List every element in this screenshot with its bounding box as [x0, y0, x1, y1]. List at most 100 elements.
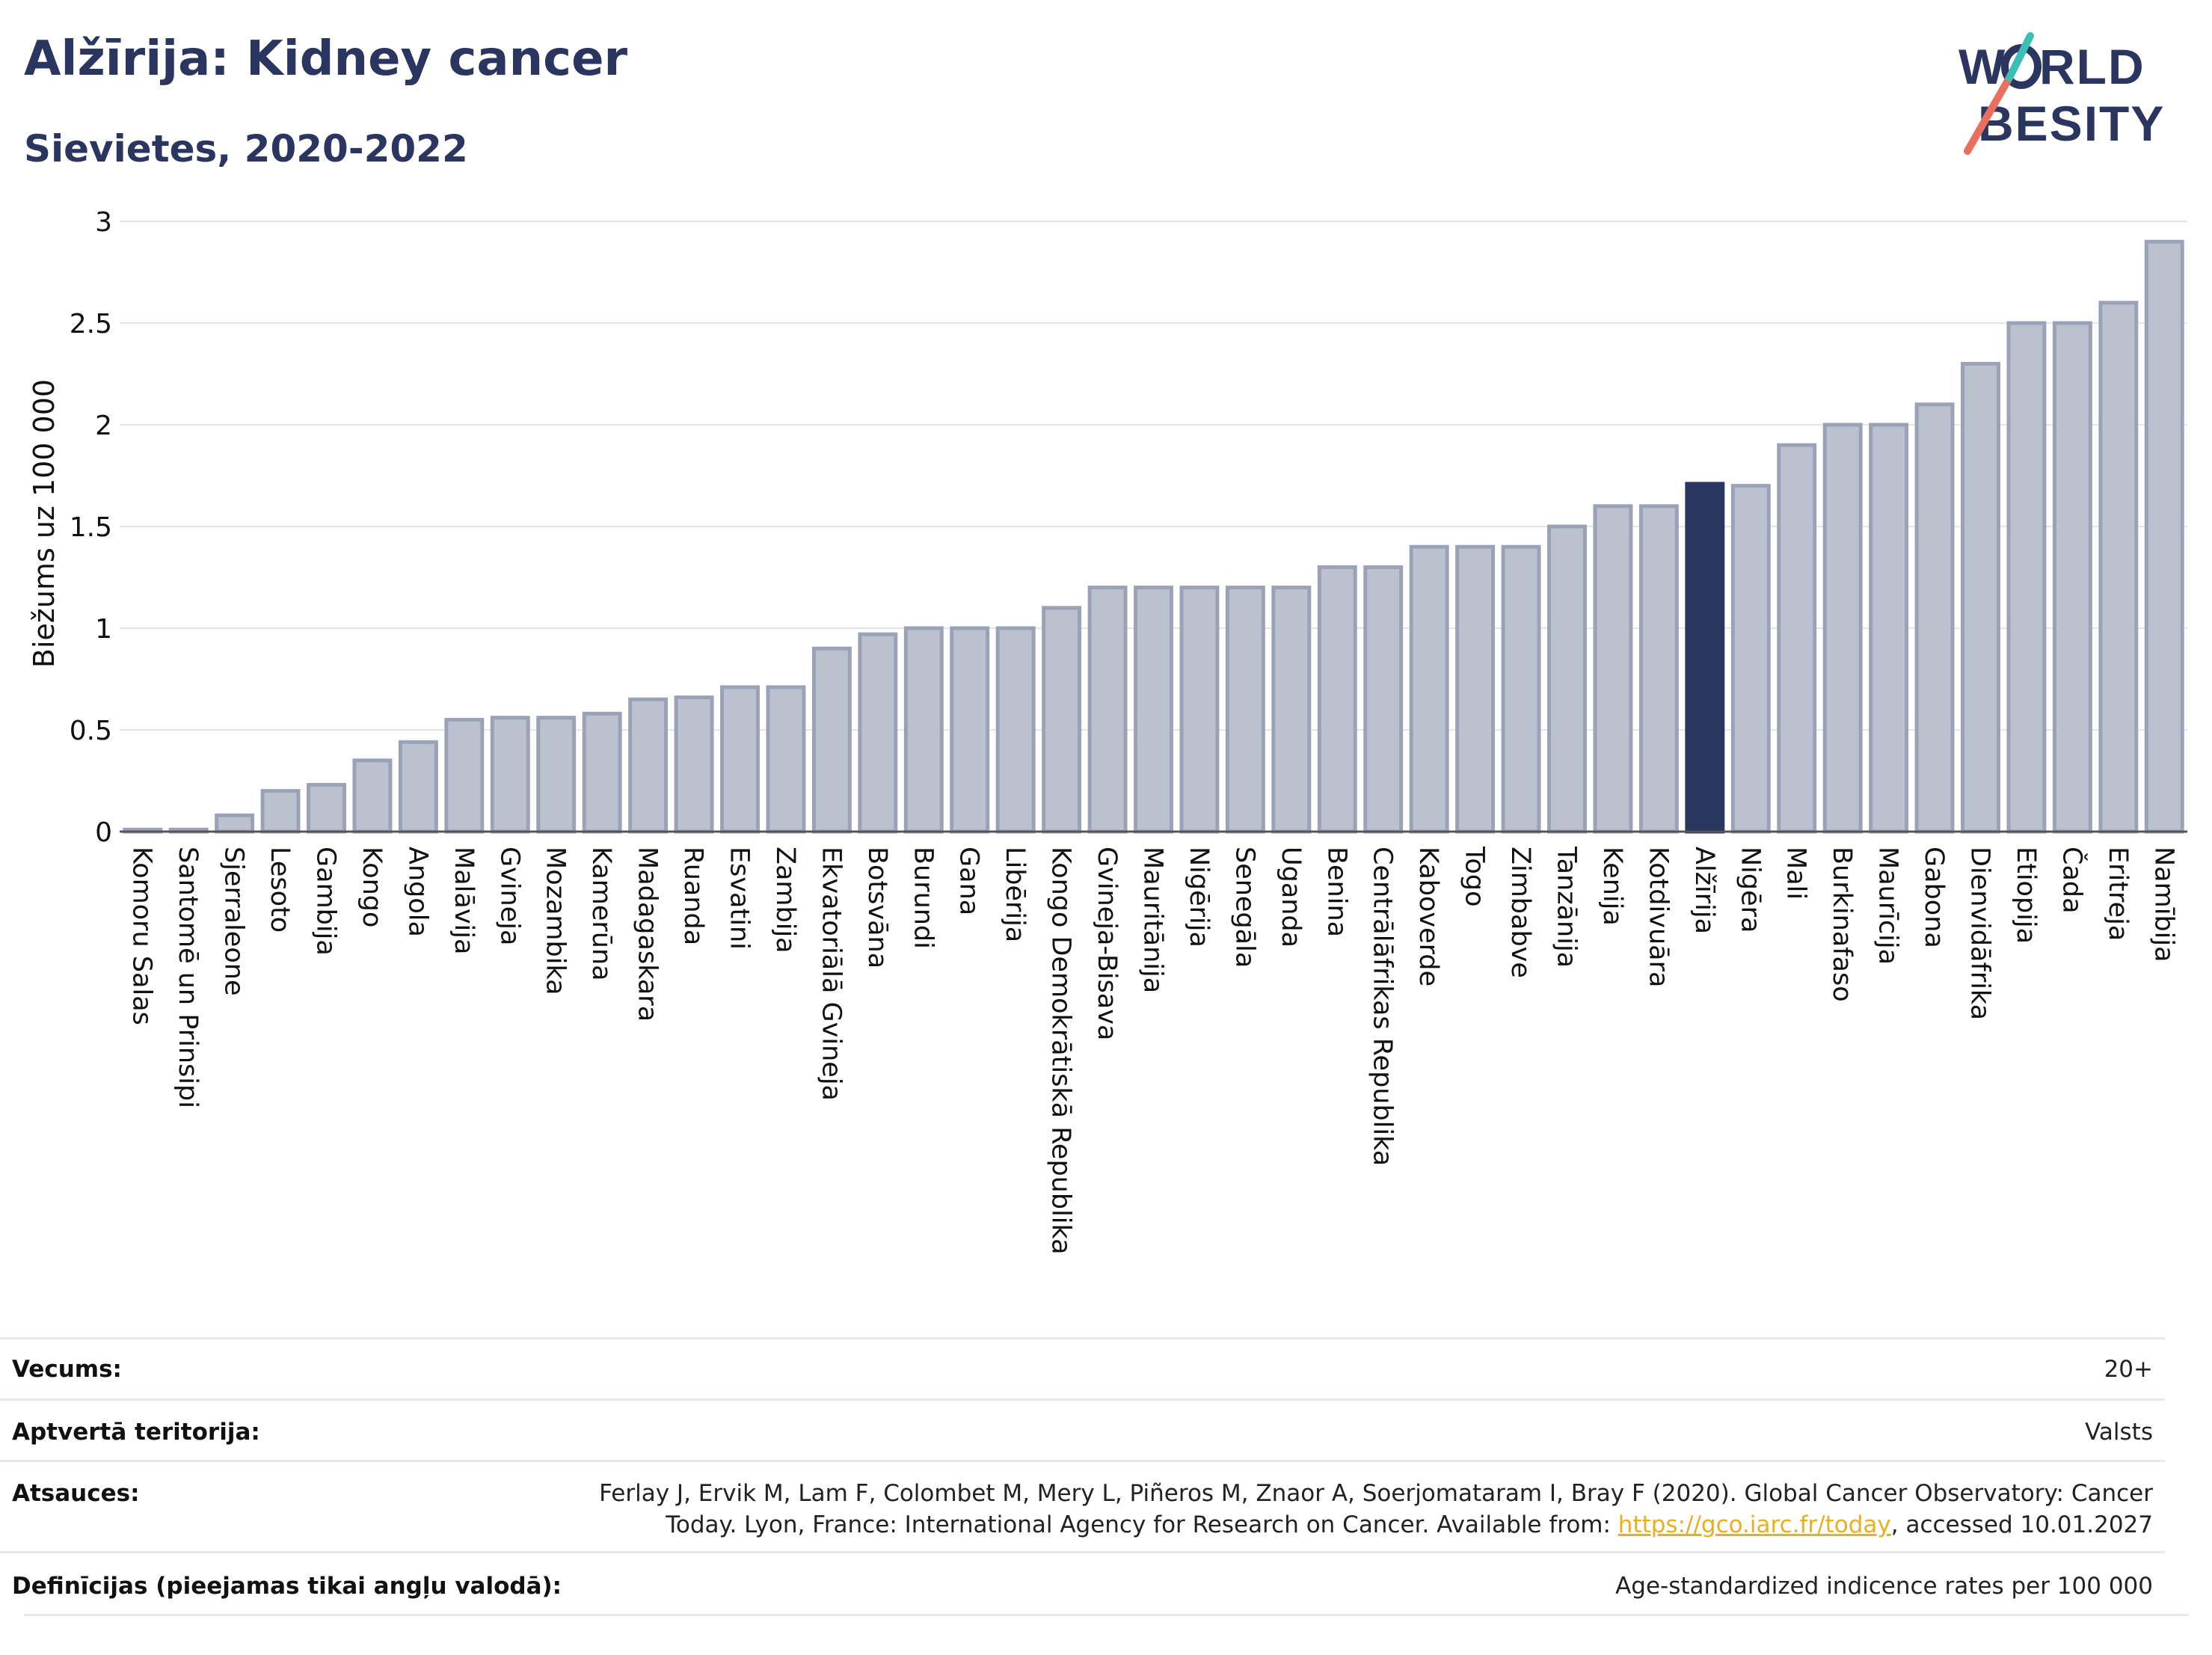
y-tick-label: 2: [95, 411, 112, 441]
y-tick-label: 0: [95, 817, 112, 848]
x-tick-label: Komoru Salas: [127, 847, 157, 1025]
x-tick-label: Madagaskara: [633, 847, 663, 1022]
y-axis-label: Biežums uz 100 000: [28, 379, 61, 668]
x-tick-label: Angola: [402, 847, 432, 937]
svg-text:BESITY: BESITY: [1978, 96, 2165, 151]
bar: [903, 626, 944, 834]
coverage-label: Aptvertā teritorija:: [12, 1419, 260, 1446]
y-tick-label: 0.5: [70, 716, 112, 746]
bars: [123, 239, 2184, 834]
bar: [858, 632, 898, 834]
definitions-label: Definīcijas (pieejamas tikai angļu valod…: [12, 1573, 562, 1600]
bar: [536, 716, 577, 834]
bar: [352, 758, 393, 834]
x-tick-label: Libērija: [1000, 847, 1030, 942]
age-label: Vecums:: [12, 1356, 122, 1383]
x-tick-label: Kamerūna: [586, 847, 616, 981]
bar: [2144, 239, 2184, 834]
x-tick-label: Togo: [1460, 846, 1490, 906]
x-tick-label: Gabona: [1919, 847, 1949, 948]
bar: [2098, 301, 2139, 834]
bar: [2052, 321, 2092, 834]
bar: [1777, 443, 1817, 834]
bar: [950, 626, 990, 834]
svg-text:W: W: [1958, 39, 2006, 94]
bar: [1961, 361, 2000, 834]
svg-text:RLD: RLD: [2039, 39, 2145, 94]
meta-coverage: Aptvertā teritorija: Valsts: [0, 1398, 2165, 1462]
bar: [2006, 321, 2047, 834]
bar: [1822, 423, 1863, 834]
x-tick-label: Gvineja-Bisava: [1092, 847, 1122, 1040]
references-line2-prefix: Today. Lyon, France: International Agenc…: [666, 1511, 1618, 1538]
bar: [1914, 402, 1955, 834]
meta-age: Vecums: 20+: [0, 1337, 2165, 1401]
x-tick-label: Maurīcija: [1873, 847, 1903, 965]
x-tick-label: Čada: [2056, 847, 2088, 914]
x-tick-label: Zambija: [770, 847, 800, 954]
bar: [398, 740, 438, 834]
x-tick-label: Gvineja: [494, 847, 524, 945]
bar: [1455, 544, 1496, 834]
x-tick-label: Nigērija: [1184, 847, 1214, 948]
references-line1: Ferlay J, Ervik M, Lam F, Colombet M, Me…: [599, 1480, 2153, 1507]
x-tick-label: Gambija: [311, 847, 341, 956]
x-tick-label: Botsvāna: [862, 847, 892, 968]
page-title: Alžīrija: Kidney cancer: [24, 31, 628, 87]
bar: [1087, 586, 1128, 834]
bar: [582, 711, 622, 834]
bar: [260, 789, 301, 834]
x-tick-label: Alžīrija: [1689, 847, 1719, 934]
x-tick-label: Burkinafaso: [1827, 847, 1857, 1002]
bar: [1501, 544, 1541, 834]
bar: [995, 626, 1036, 834]
x-tick-label: Mozambika: [541, 847, 571, 995]
bar: [444, 717, 485, 834]
x-tick-label: Ruanda: [678, 847, 708, 945]
x-tick-label: Senegāla: [1229, 847, 1259, 968]
bar: [1179, 586, 1220, 834]
x-tick-label: Zimbabve: [1505, 847, 1535, 978]
x-tick-labels: Komoru Salas Santomē un Prinsipi Sjerraleo…: [127, 846, 2179, 1255]
bar: [1271, 586, 1312, 834]
bar: [766, 685, 806, 834]
x-tick-label: Kenija: [1597, 847, 1627, 926]
bottom-divider: [24, 1614, 2189, 1616]
bar: [1317, 565, 1357, 834]
references-label: Atsauces:: [12, 1480, 140, 1507]
x-tick-label: Kaboverde: [1413, 847, 1443, 986]
age-value: 20+: [2104, 1356, 2153, 1383]
bar: [490, 716, 530, 834]
bar: [1042, 606, 1082, 834]
x-tick-label: Mali: [1781, 847, 1811, 900]
x-tick-label: Centrālāfrikas Republika: [1368, 847, 1398, 1166]
definitions-value: Age-standardized indicence rates per 100…: [1615, 1573, 2153, 1600]
x-tick-label: Lesoto: [265, 847, 295, 933]
x-tick-label: Dienvidāfrika: [1965, 847, 1995, 1020]
y-tick-label: 2.5: [70, 309, 112, 340]
y-tick-label: 1: [95, 614, 112, 645]
x-tick-label: Santomē un Prinsipi: [173, 847, 203, 1108]
references-line2: Today. Lyon, France: International Agenc…: [666, 1511, 2153, 1538]
bar: [1869, 423, 1909, 834]
references-link[interactable]: https://gco.iarc.fr/today: [1617, 1511, 1891, 1538]
bar: [215, 813, 255, 834]
x-tick-label: Burundi: [908, 847, 938, 949]
bar: [674, 695, 714, 834]
bar: [1730, 484, 1771, 834]
bar-chart: 0 0.5 1 1.5 2 2.5 3 Komoru Salas Santomē un Pri…: [28, 207, 2187, 1255]
bar: [1593, 504, 1633, 834]
world-obesity-logo: W RLD BESITY: [1958, 32, 2165, 155]
page-subtitle: Sievietes, 2020-2022: [24, 127, 468, 171]
coverage-value: Valsts: [2085, 1419, 2153, 1446]
x-tick-label: Kotdivuāra: [1643, 847, 1673, 987]
bar: [1363, 565, 1404, 834]
y-tick-label: 1.5: [70, 512, 112, 543]
bar: [1409, 544, 1449, 834]
references-line2-suffix: , accessed 10.01.2027: [1890, 1511, 2153, 1538]
bar: [720, 685, 760, 834]
x-tick-label: Etiopija: [2011, 847, 2041, 944]
meta-references: Atsauces: Ferlay J, Ervik M, Lam F, Colo…: [0, 1460, 2165, 1553]
bar: [1547, 524, 1587, 834]
x-tick-label: Kongo Demokrātiskā Republika: [1046, 847, 1076, 1255]
